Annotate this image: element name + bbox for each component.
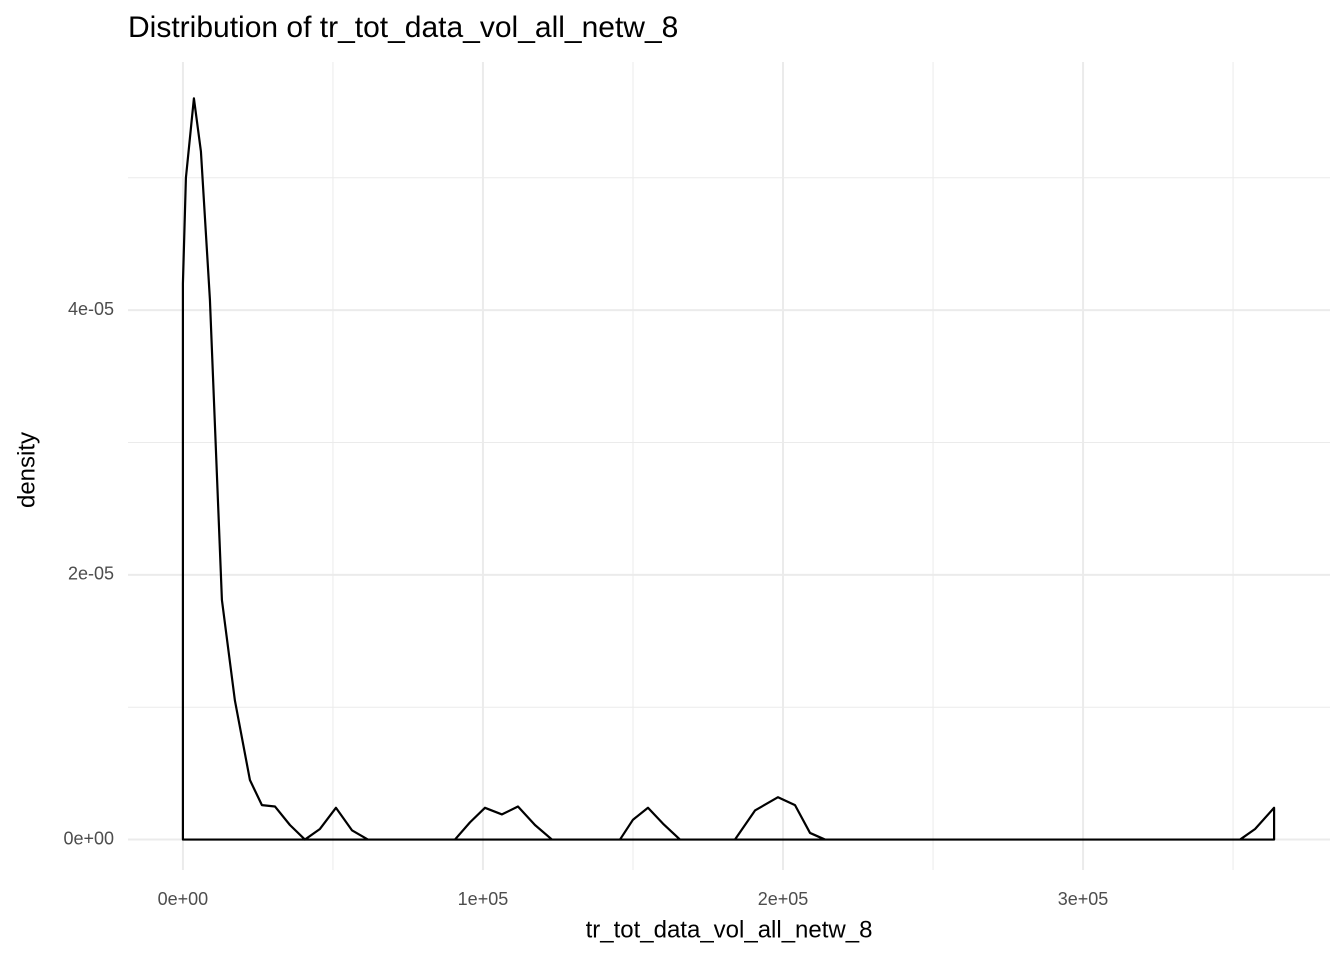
x-tick-label: 3e+05 <box>1058 889 1109 909</box>
y-axis-title: density <box>13 432 40 508</box>
y-tick-label: 2e-05 <box>68 564 114 584</box>
density-curve <box>181 97 1276 841</box>
y-tick-label: 4e-05 <box>68 299 114 319</box>
x-axis-title: tr_tot_data_vol_all_netw_8 <box>586 916 873 943</box>
x-tick-label: 0e+00 <box>158 889 209 909</box>
x-tick-label: 2e+05 <box>758 889 809 909</box>
y-tick-label: 0e+00 <box>63 828 114 848</box>
x-tick-label: 1e+05 <box>458 889 509 909</box>
chart-title: Distribution of tr_tot_data_vol_all_netw… <box>128 11 678 44</box>
